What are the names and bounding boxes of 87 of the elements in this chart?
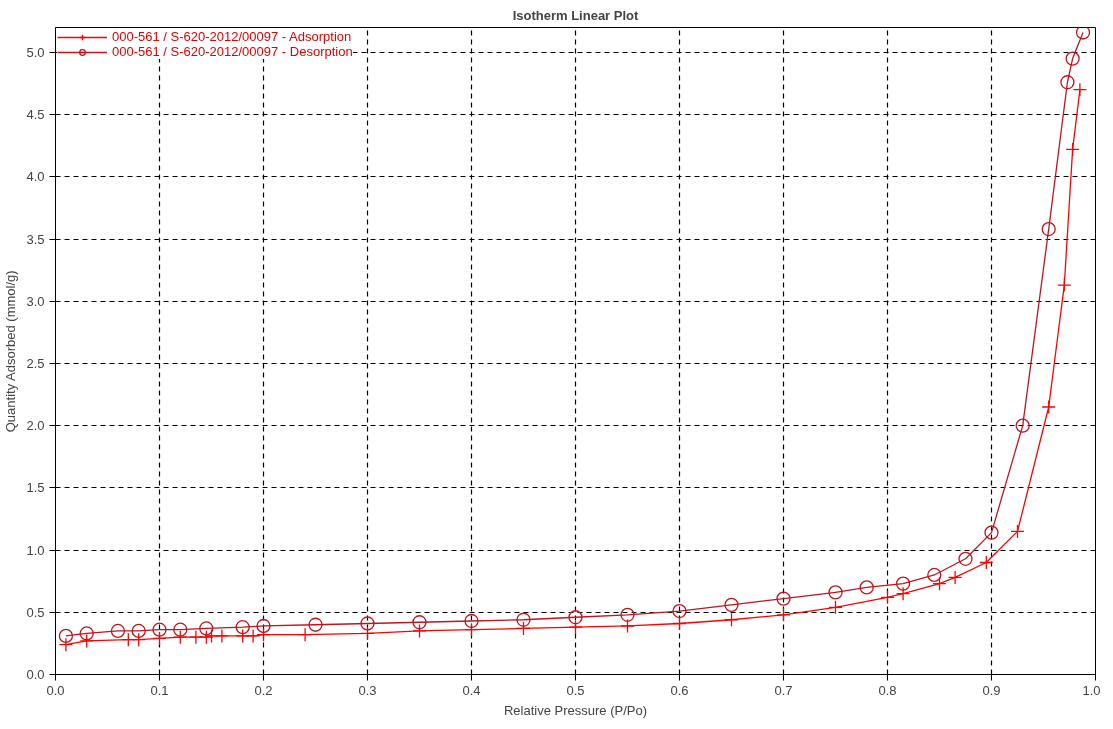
point bbox=[895, 586, 911, 601]
point bbox=[947, 570, 963, 585]
y-tick-label: 1.5 bbox=[26, 480, 45, 496]
point bbox=[776, 591, 791, 606]
point bbox=[1072, 82, 1088, 97]
point bbox=[79, 633, 94, 649]
y-tick-label: 2.0 bbox=[26, 418, 45, 434]
y-tick-label: 5.0 bbox=[26, 44, 45, 60]
point bbox=[880, 590, 895, 605]
y-tick-label: 0.0 bbox=[26, 667, 45, 682]
x-tick-label: 0.5 bbox=[566, 682, 585, 698]
point bbox=[58, 628, 74, 644]
point bbox=[199, 621, 214, 636]
y-tick-label: 3.5 bbox=[26, 231, 45, 247]
y-tick-label: 4.5 bbox=[26, 107, 45, 123]
x-tick-label: 0.6 bbox=[670, 682, 689, 698]
chart-title: Isotherm Linear Plot bbox=[512, 7, 640, 23]
x-tick-label: 0.0 bbox=[46, 682, 65, 698]
point bbox=[1041, 221, 1056, 237]
x-tick-label: 0.3 bbox=[358, 682, 377, 698]
point bbox=[235, 620, 250, 635]
point bbox=[214, 628, 230, 644]
y-tick-label: 3.0 bbox=[26, 293, 45, 309]
y-axis-title: Quantity Adsorbed (mmol/g) bbox=[3, 270, 19, 433]
point bbox=[927, 567, 942, 583]
point bbox=[152, 631, 167, 646]
point bbox=[360, 616, 375, 631]
point bbox=[895, 576, 911, 591]
point bbox=[58, 637, 74, 652]
point bbox=[1010, 524, 1025, 539]
y-tick-label: 1.0 bbox=[26, 542, 45, 558]
x-tick-label: 0.4 bbox=[462, 682, 481, 698]
point bbox=[828, 600, 843, 615]
y-tick-label: 4.0 bbox=[26, 169, 45, 185]
point bbox=[1057, 277, 1072, 293]
point bbox=[464, 613, 479, 629]
point bbox=[984, 525, 999, 540]
point bbox=[235, 628, 250, 644]
x-tick-label: 0.8 bbox=[878, 682, 897, 698]
x-tick-label: 0.9 bbox=[982, 682, 1001, 698]
point bbox=[256, 627, 271, 642]
point bbox=[297, 627, 313, 642]
point bbox=[1065, 51, 1080, 66]
x-tick-label: 0.7 bbox=[774, 682, 793, 698]
point bbox=[131, 632, 146, 647]
point bbox=[464, 622, 479, 637]
point bbox=[620, 618, 635, 634]
point bbox=[859, 580, 874, 595]
point bbox=[828, 585, 843, 600]
point bbox=[672, 603, 687, 619]
point bbox=[308, 617, 323, 632]
point bbox=[958, 551, 973, 566]
point bbox=[979, 555, 994, 570]
point bbox=[1060, 75, 1075, 90]
point bbox=[412, 615, 427, 630]
point bbox=[672, 616, 687, 631]
x-tick-label: 0.1 bbox=[150, 682, 169, 698]
point bbox=[724, 597, 739, 612]
point bbox=[1015, 418, 1030, 433]
point bbox=[568, 610, 583, 625]
point bbox=[256, 618, 271, 634]
point bbox=[516, 612, 531, 627]
x-tick-label: 1.0 bbox=[1082, 682, 1101, 698]
point bbox=[245, 628, 261, 644]
legend-label: 000-561 / S-620-2012/00097 - Adsorption bbox=[112, 29, 352, 44]
point bbox=[79, 626, 94, 641]
point bbox=[131, 623, 146, 639]
y-tick-label: 2.5 bbox=[26, 355, 45, 371]
legend-label: 000-561 / S-620-2012/00097 - Desorption bbox=[112, 44, 353, 59]
point bbox=[620, 607, 635, 622]
point bbox=[412, 623, 427, 639]
x-axis-title: Relative Pressure (P/Po) bbox=[503, 702, 648, 718]
point bbox=[1041, 399, 1056, 415]
point bbox=[568, 620, 583, 635]
point bbox=[360, 626, 375, 641]
point bbox=[152, 622, 167, 637]
y-tick-label: 0.5 bbox=[26, 604, 45, 620]
point bbox=[110, 623, 126, 639]
point bbox=[173, 622, 188, 637]
x-tick-label: 0.2 bbox=[254, 682, 273, 698]
point bbox=[1075, 27, 1091, 40]
point bbox=[199, 630, 214, 645]
point bbox=[776, 607, 791, 622]
point bbox=[1065, 142, 1080, 157]
point bbox=[516, 621, 531, 636]
point bbox=[724, 612, 739, 627]
point bbox=[173, 630, 188, 645]
